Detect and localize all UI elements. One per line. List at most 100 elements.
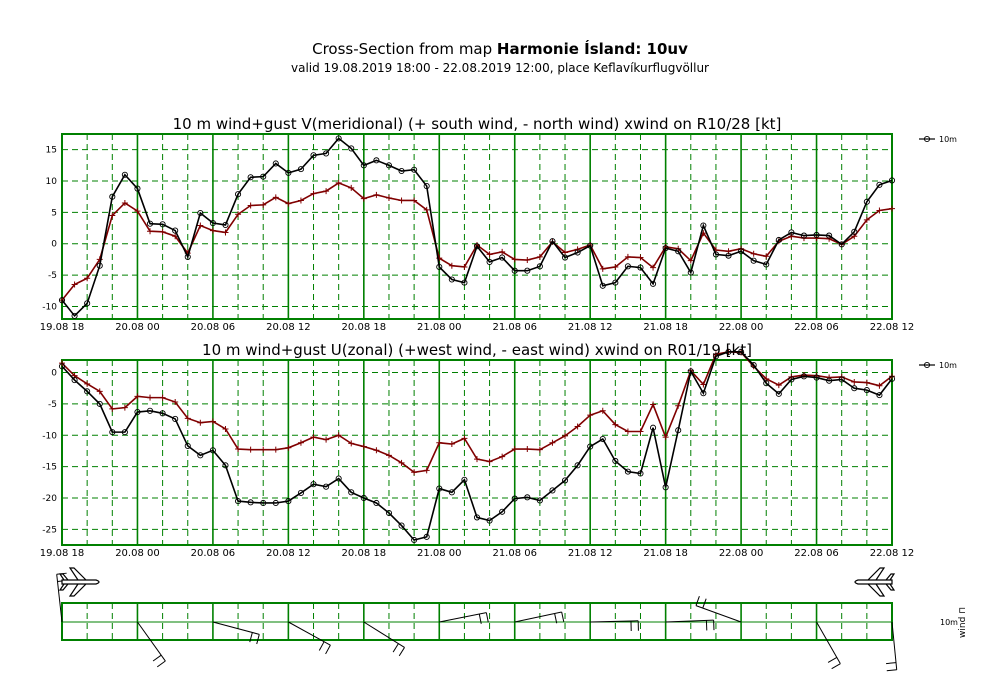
gust-point (624, 428, 631, 435)
mean-point (888, 177, 896, 184)
mean-point (335, 475, 342, 482)
gust-point (159, 394, 166, 401)
gust-point (310, 434, 317, 441)
mean-point (310, 481, 317, 488)
y-tick-label: 10 (46, 177, 58, 187)
mean-point (260, 173, 267, 180)
gust-point (222, 425, 229, 432)
gust-point (461, 435, 468, 442)
mean-point (310, 152, 317, 159)
wind-barb-feather (554, 613, 558, 624)
mean-point (423, 533, 430, 540)
mean-point (448, 276, 455, 283)
mean-point (172, 227, 179, 234)
x-tick-label: 22.08 00 (719, 322, 764, 333)
mean-point (700, 222, 707, 229)
gust-point (134, 393, 141, 400)
gust-point (84, 380, 91, 387)
wind-barb-feather (485, 612, 489, 623)
gust-point (134, 208, 141, 215)
mean-point (612, 279, 619, 286)
mean-point (272, 499, 279, 507)
gust-point (486, 458, 493, 465)
chart1: -10 -5 0 5 10 15 19.08 18 20.08 00 20.08 06 20.08… (40, 133, 957, 333)
mean-point (712, 353, 719, 360)
wind-barb-staff (514, 611, 562, 623)
gust-point (612, 263, 619, 270)
mean-point (84, 300, 91, 307)
x-tick-label: 20.08 06 (191, 322, 236, 333)
gust-point (612, 421, 619, 428)
y-tick-label: -10 (42, 431, 57, 441)
mean-point (536, 263, 543, 270)
mean-point (826, 232, 833, 239)
gust-point (71, 281, 78, 288)
mean-point (725, 348, 732, 355)
mean-point (637, 470, 644, 477)
mean-point (146, 220, 154, 227)
airplane-icon (58, 567, 100, 597)
mean-point (549, 238, 556, 245)
wind-barb-feather (318, 641, 325, 651)
mean-point (448, 489, 455, 496)
gust-point (348, 440, 355, 447)
wind-barb-staff (695, 605, 742, 623)
gust-point (650, 401, 657, 408)
mean-point (524, 267, 531, 274)
gust-point (172, 399, 179, 406)
gust-point (335, 179, 342, 186)
mean-point (486, 517, 493, 524)
gust-point (863, 379, 870, 386)
gust-point (373, 191, 380, 198)
wind-barb-feather (886, 669, 897, 672)
x-tick-label: 22.08 00 (719, 548, 764, 559)
gust-point (84, 275, 91, 282)
mean-point (436, 485, 443, 492)
mean-point (348, 489, 355, 496)
legend-label: 10m (939, 135, 957, 144)
y-tick-label: -25 (42, 525, 57, 535)
mean-point (385, 509, 393, 517)
x-tick-label: 21.08 06 (492, 322, 537, 333)
mean-point (637, 264, 644, 271)
mean-point (486, 258, 493, 265)
mean-point (323, 483, 330, 490)
gust-point (775, 382, 782, 389)
gust-point (109, 405, 116, 412)
mean-point (587, 443, 594, 450)
mean-point (184, 253, 191, 260)
y-tick-label: 0 (51, 369, 57, 379)
mean-point (197, 452, 204, 459)
mean-point (788, 376, 795, 383)
gust-point (235, 211, 242, 218)
gust-point (310, 190, 317, 197)
wind-barb-staff (665, 619, 714, 623)
gust-point (524, 257, 531, 264)
gust-point (335, 432, 342, 439)
gust-point (436, 439, 443, 446)
mean-point (813, 231, 820, 239)
mean-point (121, 171, 128, 178)
gust-point (511, 446, 518, 453)
chart1-title: 10 m wind+gust V(meridional) (+ south wi… (172, 115, 782, 133)
mean-point (712, 251, 719, 258)
title-prefix: Cross-Section from map (312, 40, 497, 58)
mean-point (549, 487, 556, 494)
mean-point (84, 388, 91, 395)
gust-point (486, 251, 493, 258)
gust-point (109, 212, 116, 219)
gust-point (788, 233, 795, 240)
mean-point (285, 498, 292, 505)
airplane-icon (854, 567, 896, 597)
x-tick-label: 20.08 00 (115, 322, 160, 333)
gust-point (851, 378, 858, 385)
mean-point (247, 499, 254, 506)
wind-barb-staff (891, 621, 898, 670)
gust-point (247, 202, 254, 209)
gust-point (197, 222, 204, 229)
gust-point (599, 265, 606, 272)
mean-point (511, 267, 518, 274)
gust-point (285, 444, 292, 451)
y-tick-label: 5 (51, 208, 57, 218)
gust-point (398, 459, 405, 466)
